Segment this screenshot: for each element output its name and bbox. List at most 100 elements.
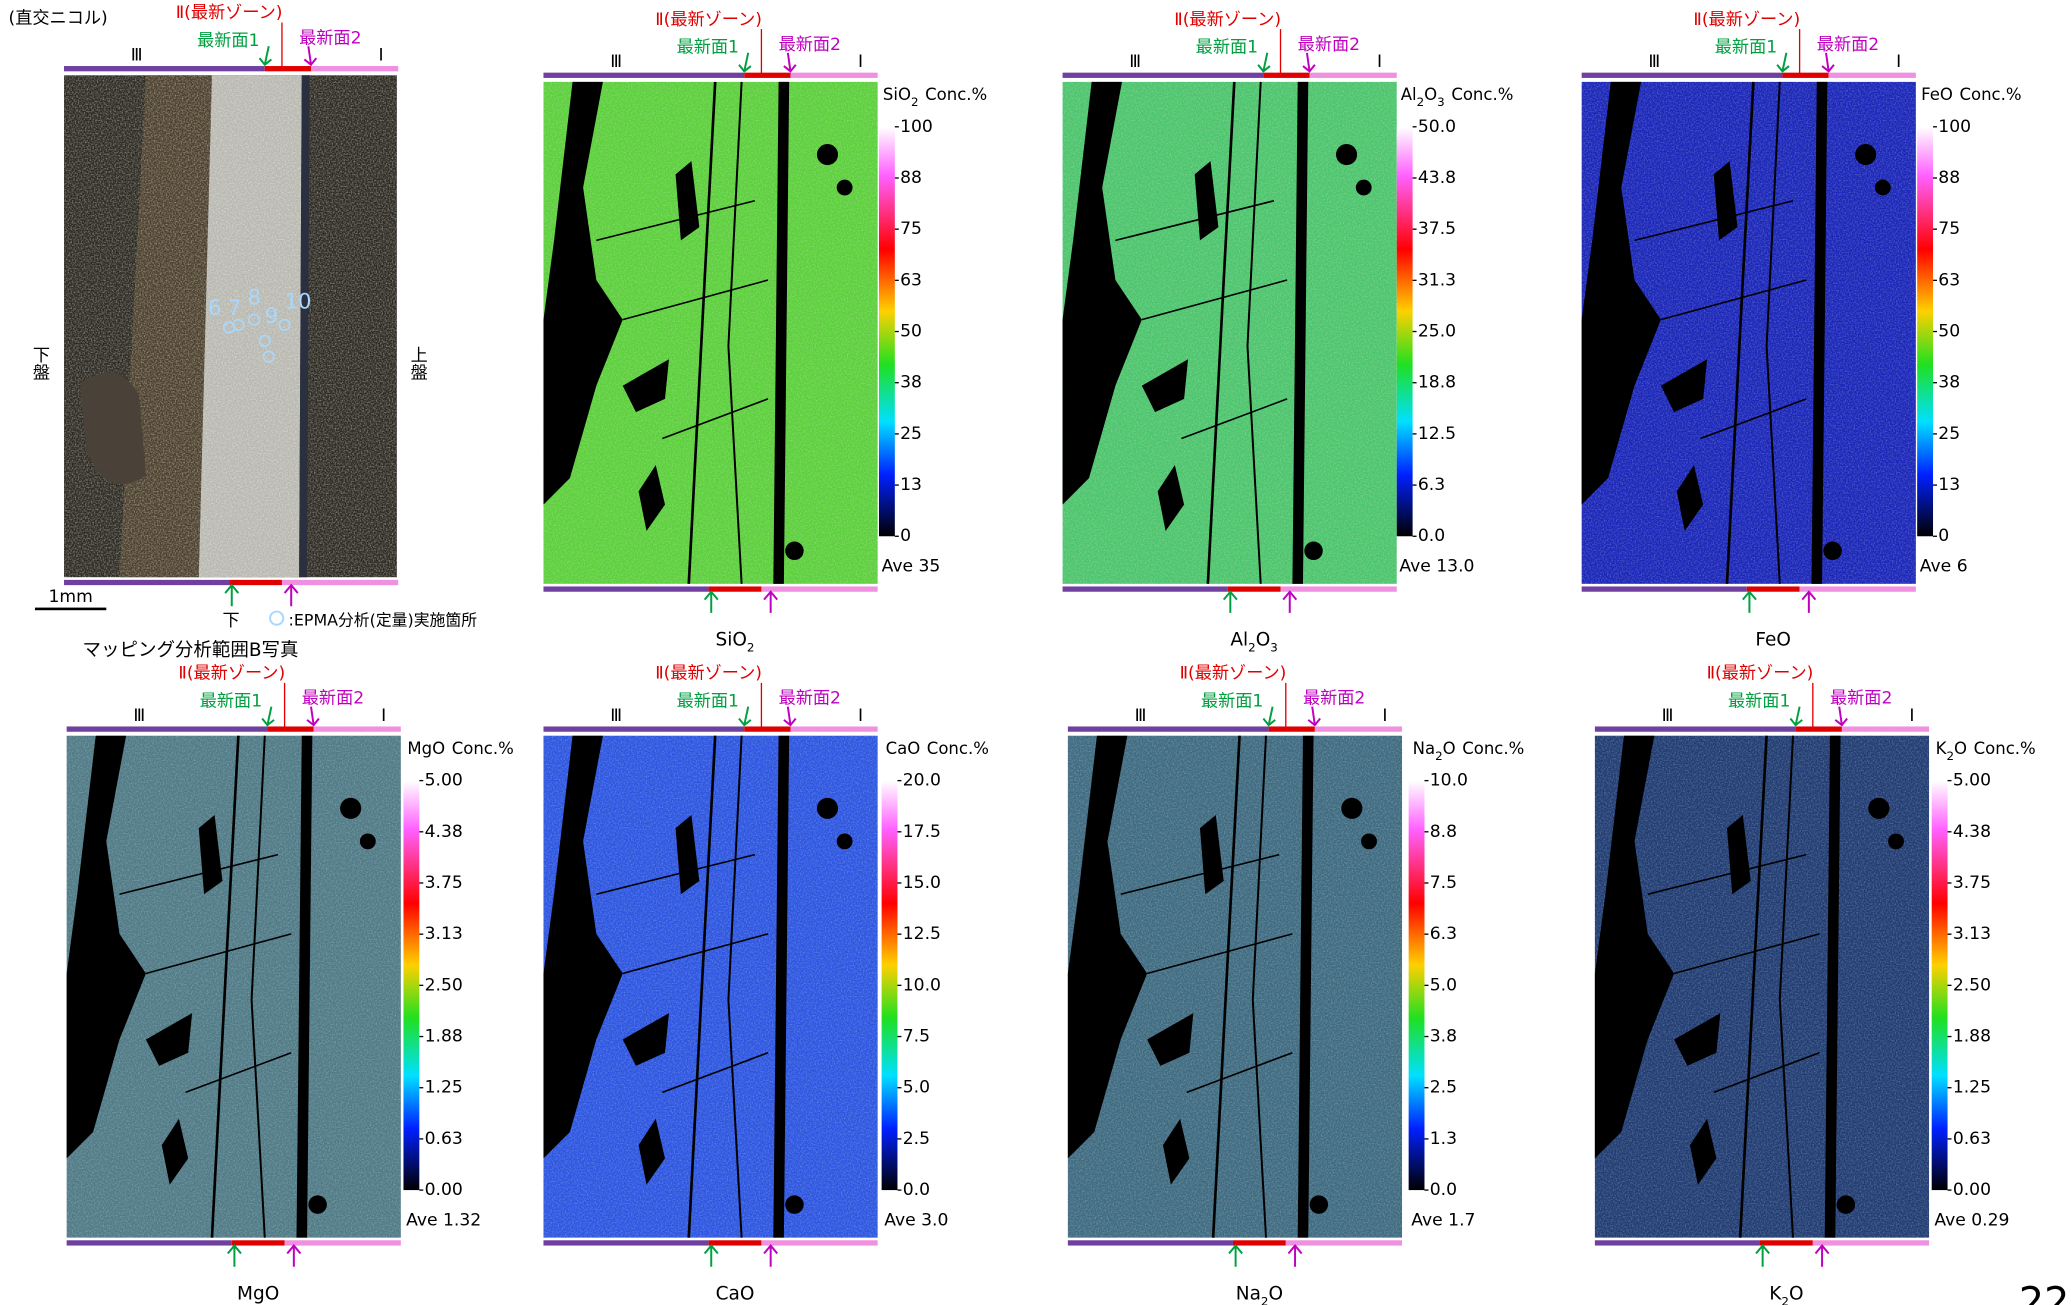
zone1-bar [1310,73,1397,78]
plane1-arrow [1743,592,1756,613]
zone3-bar [543,726,744,731]
formula-part: MgO [237,1283,279,1304]
element-label: K2O [1769,1283,1803,1305]
zone3-bar [64,66,265,71]
average-label: Ave 1.7 [1411,1210,1475,1230]
plane1-arrow [705,1246,718,1267]
formula-part: 3 [1270,640,1278,654]
plane2-label: 最新面2 [779,35,841,55]
formula-part: O [1256,630,1271,651]
formula-part: SiO [716,630,747,651]
figure: (直交ニコル) Ⅱ(最新ゾーン)最新面1最新面2ⅢⅠ下盤上盤6789101mm下… [0,0,2071,1305]
colorbar-tick-label: 50 [900,322,922,342]
average-label: Ave 35 [882,557,941,577]
plane2-arrow [1815,1246,1828,1267]
point-number: 10 [285,288,312,313]
map-panel [67,736,401,1238]
zone1-bar [761,586,877,591]
zone2-label: Ⅱ(最新ゾーン) [1174,10,1281,30]
zone1-label: Ⅰ [1377,52,1382,72]
colorbar-tick-label: 6.3 [1430,924,1457,944]
zone1-bar [1286,1240,1402,1245]
conc-unit: Conc.% [925,85,987,104]
zone2-bar [1782,73,1828,78]
plane2-label: 最新面2 [1817,35,1879,55]
formula-part: Na [1236,1283,1261,1304]
colorbar-tick-label: 12.5 [1418,424,1456,444]
colorbar-tick-label: 0.0 [903,1180,930,1200]
plane1-arrow [1263,707,1275,725]
colorbar-tick-label: 5.00 [1953,771,1991,791]
plane1-arrow [705,592,718,613]
plane2-arrow [784,707,796,725]
zone1-bar [1800,586,1916,591]
photo-caption: マッピング分析範囲B写真 [83,640,299,661]
colorbar-tick-label: 25.0 [1418,322,1456,342]
zone3-bar [67,726,268,731]
zone1-bar [790,726,877,731]
zone1-bar [314,726,401,731]
plane1-label: 最新面1 [1715,38,1777,58]
plane1-label: 最新面1 [1728,691,1790,711]
zone3-bar [1068,1240,1233,1245]
colorbar [403,781,419,1190]
colorbar-tick-label: 63 [1938,270,1960,290]
zone2-bar [229,580,282,585]
colorbar-tick-label: 7.5 [1430,873,1457,893]
plane1-arrow [228,1246,241,1267]
colorbar-tick-label: 0.0 [1430,1180,1457,1200]
plane1-label: 最新面1 [1196,38,1258,58]
zone2-bar [709,586,762,591]
zone2-bar [1269,726,1315,731]
zone3-label: Ⅲ [1662,706,1674,726]
map-panel [1063,82,1397,584]
colorbar-tick-label: 5.00 [425,771,463,791]
colorbar [1409,781,1425,1190]
plane2-label: 最新面2 [302,689,364,709]
colorbar [1397,127,1413,536]
colorbar-tick-label: 88 [1938,168,1960,188]
formula-part: K [1769,1283,1782,1304]
zone3-bar [543,1240,708,1245]
page-number: 22 [2019,1279,2069,1305]
plane2-arrow [285,585,298,606]
average-label: Ave 3.0 [884,1210,948,1230]
element-label: CaO [716,1283,755,1304]
plane2-arrow [287,1246,300,1267]
zone1-bar [790,73,877,78]
colorbar-tick-label: 0 [1938,526,1949,546]
plane2-arrow [764,1246,777,1267]
formula-part: 2 [1248,640,1256,654]
colorbar-tick-label: 6.3 [1418,475,1445,495]
element-label: FeO [1755,630,1791,651]
colorbar-tick-label: 5.0 [1430,975,1457,995]
formula-part: 2 [1781,1294,1789,1305]
zone3-label: Ⅲ [1648,52,1660,72]
conc-unit: Conc.% [452,738,514,757]
conc-unit: Conc.% [927,738,989,757]
formula-part: 2 [1435,748,1443,762]
formula-part: Na [1413,738,1435,757]
colorbar-tick-label: 13 [1938,475,1960,495]
zone2-bar [232,1240,285,1245]
colorbar-tick-label: 75 [1938,219,1960,239]
zone3-bar [1582,73,1783,78]
zone3-label: Ⅲ [610,52,622,72]
zone3-bar [1595,726,1796,731]
plane2-arrow [304,46,316,64]
point-number: 9 [265,303,278,328]
zone1-bar [1829,73,1916,78]
plane1-arrow [739,707,751,725]
conc-label: Na2OConc.% [1413,738,1525,762]
scale-bar [35,608,106,611]
formula-part: O [1954,738,1967,757]
colorbar-tick-label: 25 [900,424,922,444]
zone3-label: Ⅲ [1129,52,1141,72]
average-label: Ave 13.0 [1399,557,1474,577]
colorbar-tick-label: 3.13 [1953,924,1991,944]
zone1-bar [1315,726,1402,731]
zone2-bar [744,73,790,78]
formula-part: O [1789,1283,1804,1304]
hangingwall-label: 上盤 [407,346,428,380]
